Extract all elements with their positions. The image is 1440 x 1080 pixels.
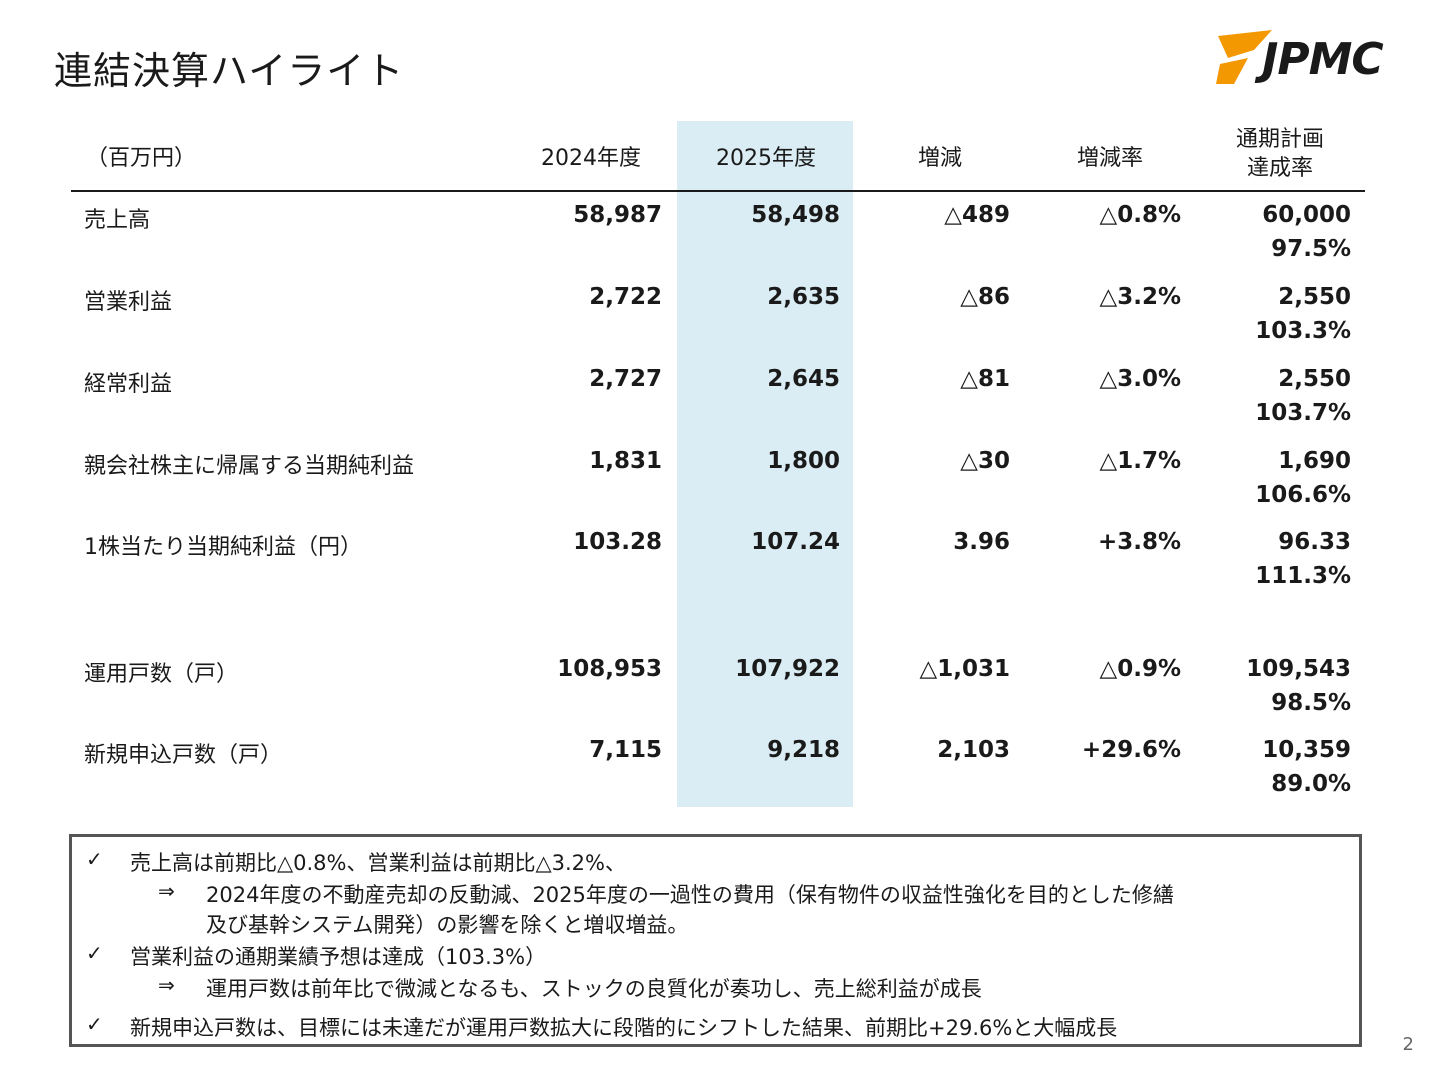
header-plan-line1: 通期計画	[1235, 127, 1324, 152]
value-plan: 60,000	[1262, 202, 1351, 228]
arrow-right-icon: ⇒	[158, 973, 175, 997]
value-plan: 109,543	[1246, 656, 1351, 682]
check-icon: ✓	[86, 1012, 103, 1036]
row-label: 親会社株主に帰属する当期純利益	[84, 454, 415, 479]
value-change-rate: △0.8%	[1099, 202, 1181, 228]
value-fy2024: 1,831	[589, 448, 662, 474]
row-label: 1株当たり当期純利益（円）	[84, 535, 362, 560]
fy2025-highlight-column	[677, 121, 853, 807]
note-new-applications: 新規申込戸数は、目標には未達だが運用戸数拡大に段階的にシフトした結果、前期比+2…	[130, 1016, 1118, 1040]
value-fy2025: 2,645	[767, 366, 840, 392]
value-change-rate: △0.9%	[1099, 656, 1181, 682]
logo-mark-icon	[1216, 30, 1272, 84]
value-achievement: 103.7%	[1255, 400, 1351, 426]
page-number: 2	[1402, 1034, 1414, 1055]
value-change-rate: △3.0%	[1099, 366, 1181, 392]
row-label: 営業利益	[84, 290, 173, 315]
value-achievement: 106.6%	[1255, 482, 1351, 508]
value-change: △489	[944, 202, 1010, 228]
value-change-rate: +29.6%	[1081, 737, 1181, 763]
header-plan-line2: 達成率	[1246, 156, 1313, 181]
company-logo: JPMC	[1214, 28, 1414, 90]
value-achievement: 111.3%	[1255, 563, 1351, 589]
value-plan: 10,359	[1262, 737, 1351, 763]
value-plan: 2,550	[1278, 366, 1351, 392]
header-fy2025: 2025年度	[716, 146, 816, 171]
header-divider	[71, 190, 1365, 192]
value-change: 3.96	[953, 529, 1010, 555]
value-fy2024: 103.28	[573, 529, 662, 555]
value-fy2024: 2,727	[589, 366, 662, 392]
header-change: 増減	[917, 146, 962, 171]
note-forecast-detail: 運用戸数は前年比で微減となるも、ストックの良質化が奏功し、売上総利益が成長	[206, 977, 982, 1001]
arrow-right-icon: ⇒	[158, 879, 175, 903]
value-change-rate: △3.2%	[1099, 284, 1181, 310]
note-forecast-achieved: 営業利益の通期業績予想は達成（103.3%）	[130, 945, 547, 969]
row-label: 新規申込戸数（戸）	[84, 743, 283, 768]
value-fy2025: 107,922	[735, 656, 840, 682]
note-sales-operating: 売上高は前期比△0.8%、営業利益は前期比△3.2%、	[130, 851, 627, 875]
note-sales-detail-line2: 及び基幹システム開発）の影響を除くと増収増益。	[206, 913, 689, 937]
header-change-rate: 増減率	[1076, 146, 1143, 171]
row-label: 経常利益	[84, 372, 173, 397]
value-fy2025: 107.24	[751, 529, 840, 555]
value-fy2025: 58,498	[751, 202, 840, 228]
header-plan: 通期計画 達成率	[1200, 125, 1360, 183]
row-label: 運用戸数（戸）	[84, 662, 239, 687]
value-fy2024: 58,987	[573, 202, 662, 228]
note-sales-detail-line1: 2024年度の不動産売却の反動減、2025年度の一過性の費用（保有物件の収益性強…	[206, 883, 1174, 907]
check-icon: ✓	[86, 941, 103, 965]
value-fy2024: 7,115	[589, 737, 662, 763]
row-label: 売上高	[84, 208, 151, 233]
value-fy2024: 108,953	[557, 656, 662, 682]
value-fy2024: 2,722	[589, 284, 662, 310]
summary-notes-box: ✓ 売上高は前期比△0.8%、営業利益は前期比△3.2%、 ⇒ 2024年度の不…	[69, 834, 1362, 1047]
value-change: △1,031	[919, 656, 1010, 682]
value-plan: 1,690	[1278, 448, 1351, 474]
page-title: 連結決算ハイライト	[54, 49, 405, 93]
value-fy2025: 9,218	[767, 737, 840, 763]
header-unit: （百万円）	[86, 146, 197, 171]
check-icon: ✓	[86, 847, 103, 871]
value-change: △30	[960, 448, 1010, 474]
logo-text: JPMC	[1262, 34, 1384, 85]
value-achievement: 98.5%	[1271, 690, 1351, 716]
value-change: △86	[960, 284, 1010, 310]
header-fy2024: 2024年度	[541, 146, 641, 171]
value-fy2025: 2,635	[767, 284, 840, 310]
value-change: △81	[960, 366, 1010, 392]
value-achievement: 97.5%	[1271, 236, 1351, 262]
value-achievement: 103.3%	[1255, 318, 1351, 344]
value-achievement: 89.0%	[1271, 771, 1351, 797]
value-plan: 96.33	[1278, 529, 1351, 555]
value-change-rate: +3.8%	[1097, 529, 1181, 555]
value-plan: 2,550	[1278, 284, 1351, 310]
value-fy2025: 1,800	[767, 448, 840, 474]
value-change-rate: △1.7%	[1099, 448, 1181, 474]
value-change: 2,103	[937, 737, 1010, 763]
